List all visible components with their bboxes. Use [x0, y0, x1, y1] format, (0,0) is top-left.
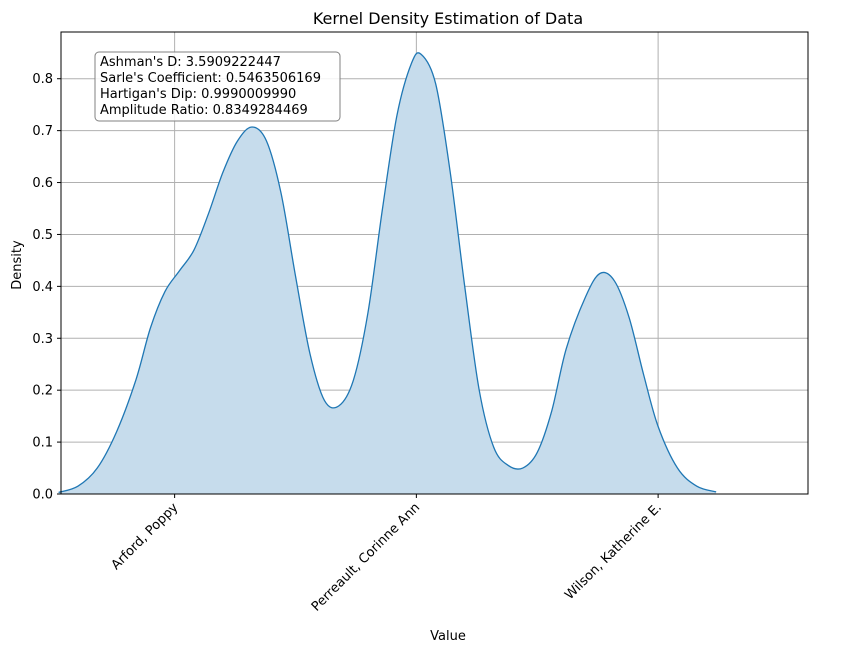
annotation-line-amplitude: Amplitude Ratio: 0.8349284469: [100, 103, 308, 118]
density-curve: [58, 52, 717, 494]
plot-frame: [60, 31, 809, 495]
chart-title: Kernel Density Estimation of Data: [313, 9, 583, 28]
x-axis-label: Value: [430, 629, 466, 644]
y-tick-label: 0.8: [32, 72, 53, 87]
y-tick-label: 0.0: [32, 488, 53, 503]
y-tick-label: 0.1: [32, 436, 53, 451]
y-tick-label: 0.3: [32, 332, 53, 347]
y-tick-label: 0.4: [32, 280, 53, 295]
y-axis-label: Density: [10, 240, 25, 290]
y-tick-label: 0.2: [32, 384, 53, 399]
density-area: [58, 52, 717, 495]
y-tick-label: 0.5: [32, 228, 53, 243]
annotation-line-ashman: Ashman's D: 3.5909222447: [100, 55, 281, 70]
annotation-line-hartigan: Hartigan's Dip: 0.9990009990: [100, 87, 296, 102]
y-axis: 0.0 0.1 0.2 0.3 0.4 0.5 0.6 0.7 0.8: [32, 72, 61, 503]
annotation-line-sarle: Sarle's Coefficient: 0.5463506169: [100, 71, 321, 86]
y-tick-label: 0.7: [32, 124, 53, 139]
y-tick-label: 0.6: [32, 176, 53, 191]
annotation-box-background: [94, 51, 341, 122]
stats-annotation-box: Ashman's D: 3.5909222447 Sarle's Coeffic…: [94, 51, 341, 122]
